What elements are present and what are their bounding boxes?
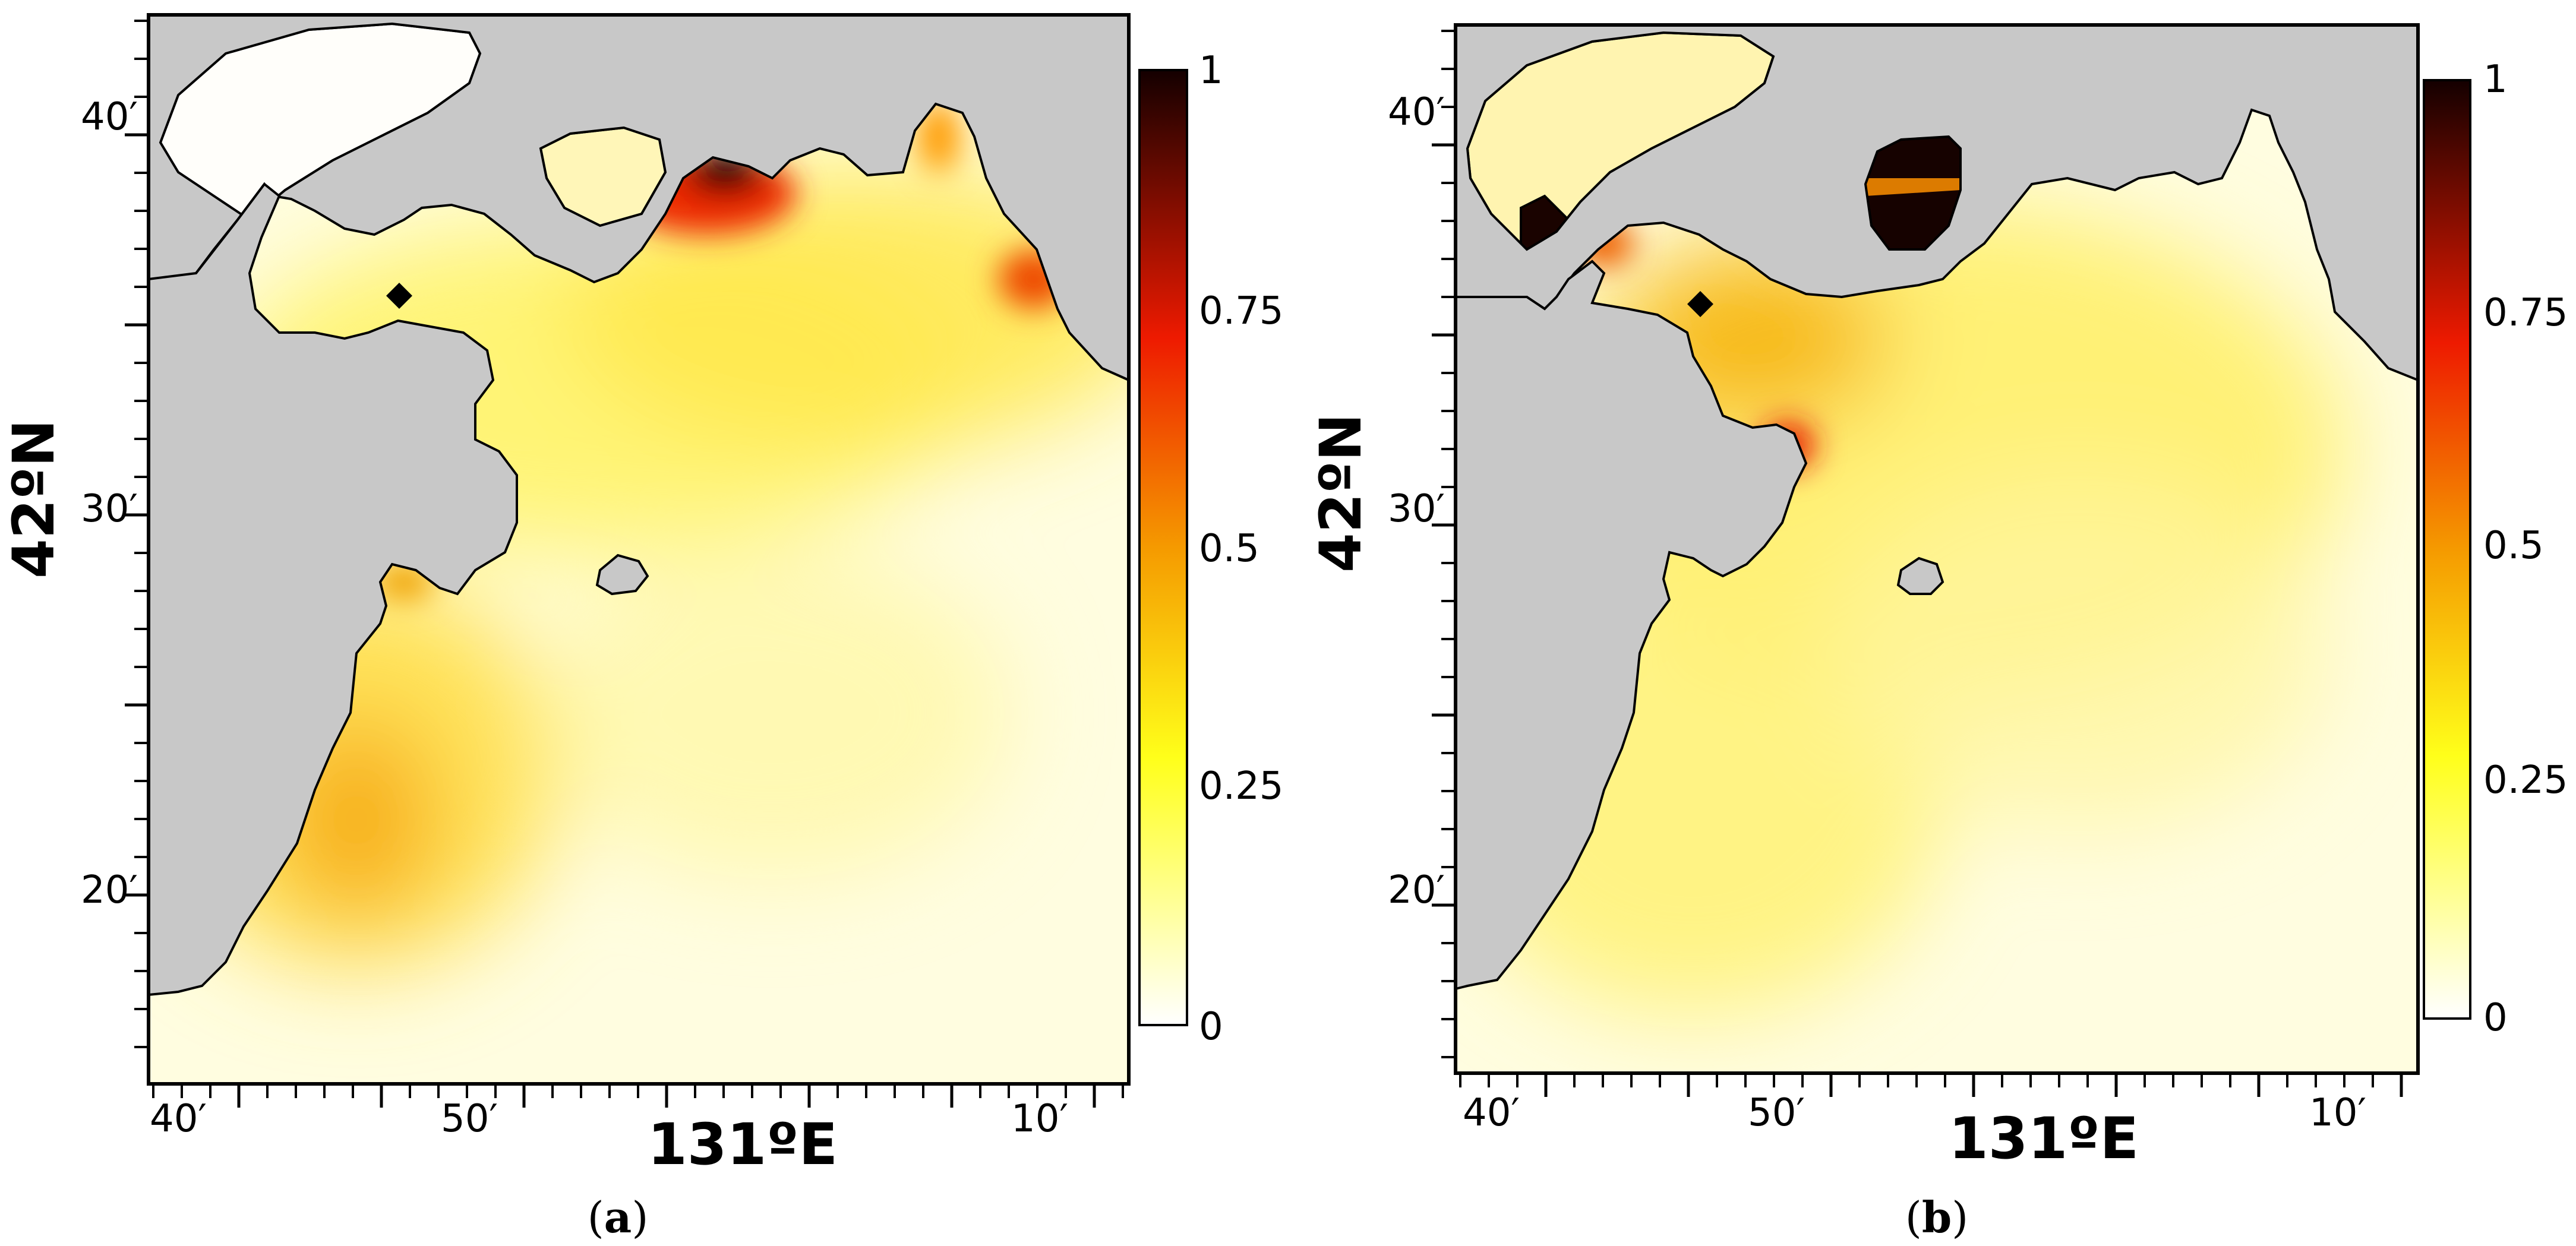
lagoon-b-band: [1865, 178, 1961, 196]
colorbar-b: 1 0.75 0.5 0.25 0: [2423, 58, 2568, 1040]
colorbar-b-label-05: 0.5: [2483, 524, 2544, 568]
map-b: [1456, 25, 2418, 1073]
y-tick-b-30: 30′: [1388, 487, 1445, 531]
x-tick-a-10: 10′: [1011, 1097, 1068, 1141]
y-tick-a-20: 20′: [81, 868, 138, 912]
x-tick-b-50: 50′: [1748, 1091, 1805, 1135]
y-tick-a-30: 30′: [81, 487, 138, 531]
colorbar-a-label-1: 1: [1199, 49, 1223, 93]
island-b: [1896, 556, 1944, 595]
y-tick-a-40: 40′: [81, 95, 138, 139]
axis-ticks-b: [1432, 30, 2403, 1097]
x-axis-title-a: 131ºE: [648, 1111, 838, 1178]
land-west-b: [1456, 260, 1808, 991]
x-axis-title-b: 131ºE: [1949, 1105, 2139, 1172]
colorbar-b-ramp: [2423, 79, 2471, 1020]
colorbar-b-label-1: 1: [2483, 58, 2508, 102]
y-tick-b-20: 20′: [1388, 868, 1445, 912]
colorbar-a-label-075: 0.75: [1199, 289, 1284, 333]
axis-ticks-a: [125, 20, 1124, 1108]
y-axis-title-b: 42ºN: [1308, 413, 1374, 573]
x-tick-b-40: 40′: [1463, 1091, 1520, 1135]
colorbar-a-label-025: 0.25: [1199, 764, 1284, 808]
map-frame-b: [1454, 23, 2420, 1075]
colorbar-a: 1 0.75 0.5 0.25 0: [1138, 49, 1284, 1049]
land-west-a: [149, 182, 518, 997]
colorbar-a-label-05: 0.5: [1199, 527, 1259, 571]
marker-b: [1687, 291, 1713, 317]
colorbar-b-label-075: 0.75: [2483, 291, 2568, 335]
y-axis-title-a: 42ºN: [1, 419, 67, 578]
caption-b: (b): [1905, 1192, 1969, 1242]
panel-a: 40′ 50′ 10′ 40′ 30′ 20′ 131ºE 42ºN (a): [1, 13, 1131, 1242]
x-tick-a-50: 50′: [441, 1097, 498, 1141]
y-tick-b-40: 40′: [1388, 90, 1445, 134]
panel-b: 40′ 50′ 10′ 40′ 30′ 20′ 131ºE 42ºN (b): [1308, 23, 2420, 1242]
colorbar-b-label-025: 0.25: [2483, 758, 2568, 802]
x-tick-a-40: 40′: [150, 1097, 207, 1141]
colorbar-b-label-0: 0: [2483, 996, 2508, 1040]
caption-a: (a): [588, 1192, 649, 1242]
colorbar-a-ramp: [1138, 69, 1188, 1026]
colorbar-a-label-0: 0: [1199, 1005, 1223, 1049]
map-a: [149, 15, 1129, 1084]
island-a: [595, 554, 649, 596]
land-north-b: [1456, 25, 2418, 382]
marker-a: [386, 283, 412, 309]
x-tick-b-10: 10′: [2309, 1091, 2366, 1135]
